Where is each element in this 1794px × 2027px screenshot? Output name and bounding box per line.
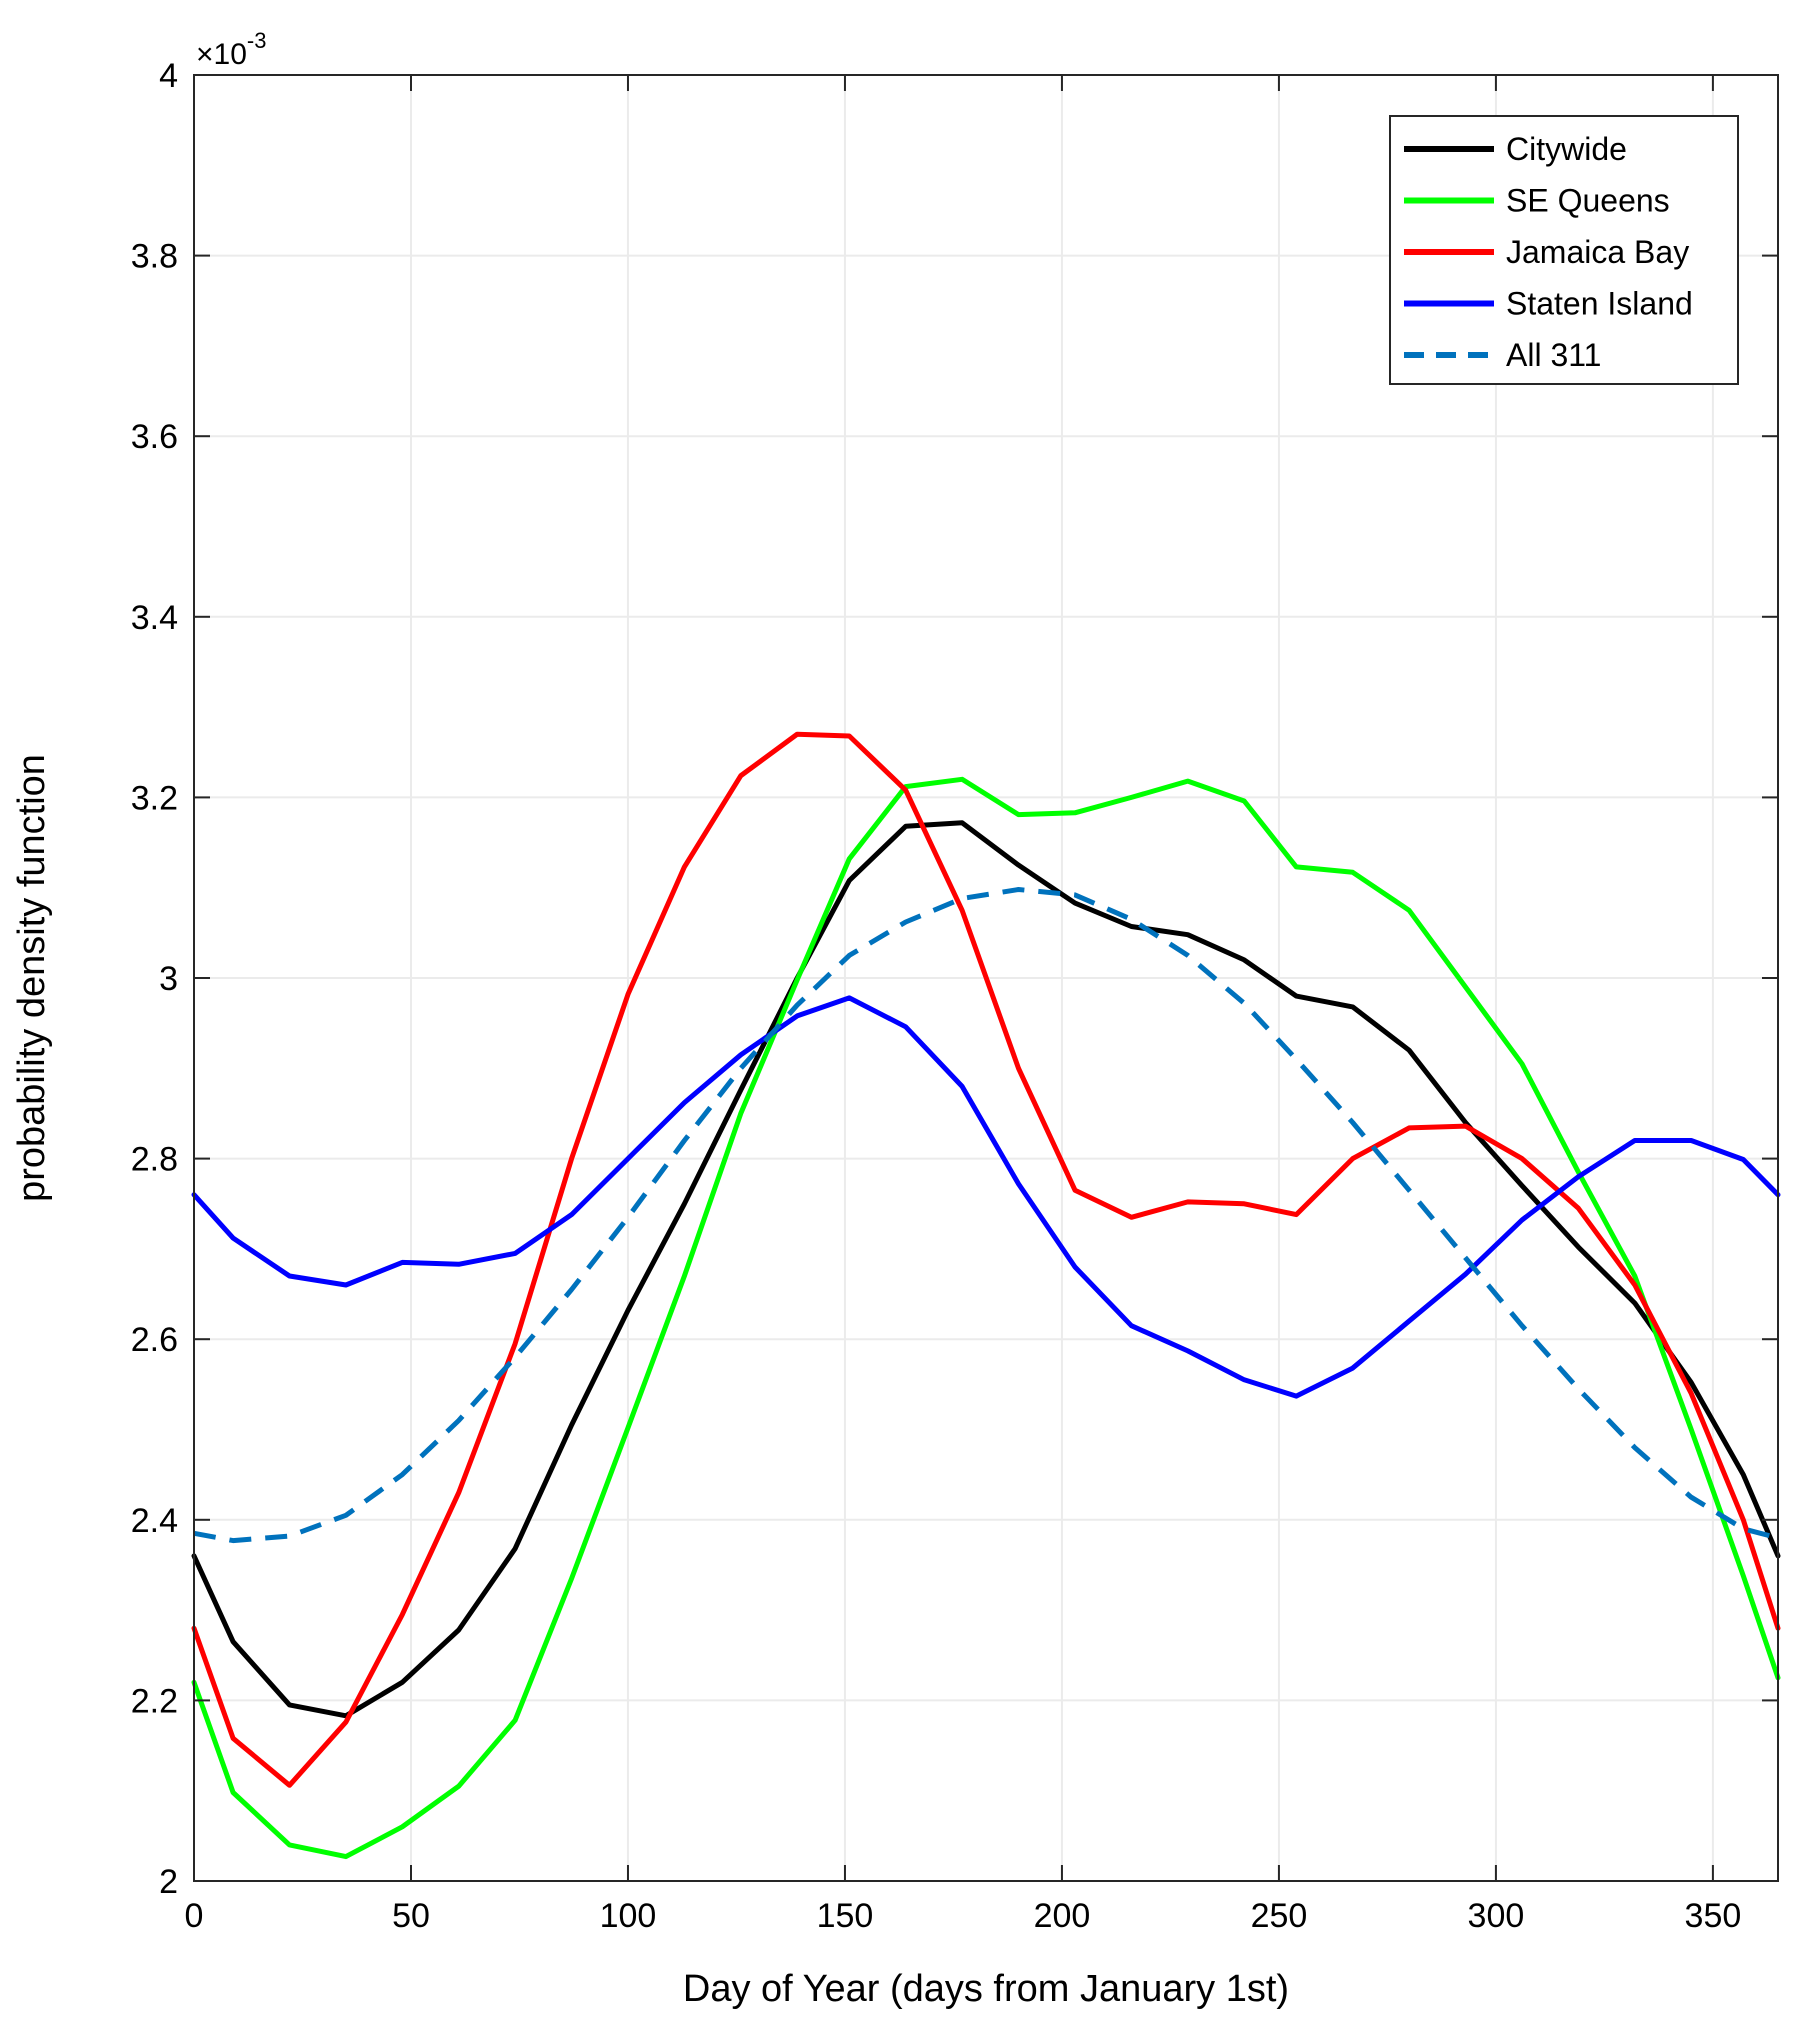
legend: Citywide SE Queens Jamaica Bay Staten Islan… — [1389, 115, 1739, 385]
y-tick-label: 2.4 — [131, 1502, 178, 1540]
legend-label: Staten Island — [1506, 286, 1693, 322]
y-tick-label: 2.6 — [131, 1321, 178, 1359]
y-tick-label: 3.8 — [131, 238, 178, 276]
x-tick-label: 200 — [1034, 1897, 1091, 1935]
y-tick-label: 4 — [159, 57, 178, 95]
legend-label: SE Queens — [1506, 183, 1670, 219]
y-tick-label: 2.2 — [131, 1682, 178, 1720]
series-line-staten-island — [191, 995, 1781, 1399]
legend-label: All 311 — [1506, 337, 1601, 373]
series-line-all-311 — [193, 887, 1779, 1544]
x-tick-label: 300 — [1468, 1897, 1525, 1935]
x-tick-label: 250 — [1251, 1897, 1308, 1935]
x-tick-label: 50 — [392, 1897, 430, 1935]
series-line-jamaica-bay — [191, 731, 1781, 1788]
y-scale-prefix: ×10 — [196, 38, 247, 71]
series-line-se-queens — [191, 776, 1781, 1860]
x-tick-label: 150 — [817, 1897, 874, 1935]
y-tick-label: 3.6 — [131, 418, 178, 456]
x-tick-label: 0 — [185, 1897, 204, 1935]
y-tick-label: 3.4 — [131, 599, 178, 637]
x-axis-title: Day of Year (days from January 1st) — [683, 1968, 1289, 2010]
legend-label: Citywide — [1506, 131, 1627, 167]
axis-ticks — [193, 74, 1778, 1882]
y-scale-multiplier: ×10-3 — [196, 28, 266, 71]
x-tick-label: 350 — [1685, 1897, 1742, 1935]
legend-label: Jamaica Bay — [1506, 234, 1689, 270]
tick-labels: 0 50 100 150 200 250 300 350 2 2.2 2.4 2.6 2.8 3 3.2 3.… — [131, 57, 1742, 1935]
y-tick-label: 3.2 — [131, 779, 178, 817]
y-tick-label: 2.8 — [131, 1141, 178, 1179]
y-tick-label: 3 — [159, 960, 178, 998]
x-tick-label: 100 — [600, 1897, 657, 1935]
series-layer — [191, 731, 1781, 1860]
y-tick-label: 2 — [159, 1863, 178, 1901]
series-line-citywide — [191, 820, 1781, 1719]
y-scale-exponent: -3 — [247, 28, 267, 53]
y-axis-title: probability density function — [11, 754, 53, 1202]
